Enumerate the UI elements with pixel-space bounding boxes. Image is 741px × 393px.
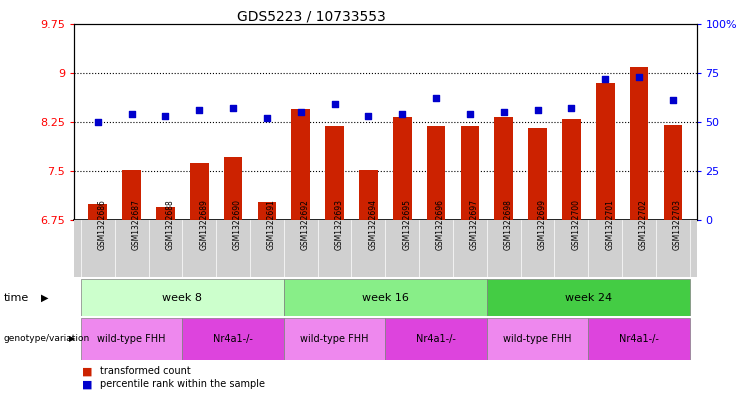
Point (599, 75, 611, 82)
Bar (88, 204, 107, 220)
Text: GSM1322686: GSM1322686 (98, 199, 107, 250)
Point (498, 109, 510, 115)
Bar (385, 318, 487, 360)
Point (126, 111, 138, 117)
Text: GSM1322702: GSM1322702 (639, 199, 648, 250)
Text: GSM1322695: GSM1322695 (402, 199, 411, 250)
Bar (258, 202, 276, 220)
Text: week 8: week 8 (162, 293, 202, 303)
Bar (528, 128, 547, 220)
Text: GSM1322689: GSM1322689 (199, 199, 208, 250)
Text: GSM1322696: GSM1322696 (436, 199, 445, 250)
Text: ▶: ▶ (41, 293, 48, 303)
Text: GSM1322688: GSM1322688 (165, 199, 174, 250)
Bar (284, 318, 385, 360)
Bar (630, 68, 648, 220)
Bar (487, 318, 588, 360)
Bar (393, 117, 411, 220)
Text: genotype/variation: genotype/variation (4, 334, 90, 343)
Bar (122, 170, 141, 220)
Text: percentile rank within the sample: percentile rank within the sample (100, 379, 265, 389)
Text: GSM1322694: GSM1322694 (368, 199, 377, 250)
Text: GSM1322692: GSM1322692 (301, 199, 310, 250)
Bar (487, 279, 690, 316)
Text: Nr4a1-/-: Nr4a1-/- (416, 334, 456, 344)
Text: GSM1322693: GSM1322693 (335, 199, 344, 250)
Text: Nr4a1-/-: Nr4a1-/- (213, 334, 253, 344)
Text: GSM1322703: GSM1322703 (673, 199, 682, 250)
Bar (325, 127, 344, 220)
Text: week 24: week 24 (565, 293, 612, 303)
Bar (81, 279, 284, 316)
Bar (359, 170, 378, 220)
Text: GSM1322699: GSM1322699 (537, 199, 547, 250)
Text: GSM1322687: GSM1322687 (132, 199, 141, 250)
Text: time: time (4, 293, 29, 303)
Point (565, 105, 577, 111)
Bar (224, 156, 242, 220)
Point (667, 97, 679, 103)
Text: ■: ■ (82, 379, 92, 389)
Text: ■: ■ (82, 366, 92, 376)
Point (531, 107, 543, 113)
Point (193, 107, 205, 113)
Point (633, 73, 645, 80)
Text: transformed count: transformed count (100, 366, 190, 376)
Text: GDS5223 / 10733553: GDS5223 / 10733553 (237, 10, 385, 24)
Text: week 16: week 16 (362, 293, 409, 303)
Point (329, 101, 341, 107)
Bar (588, 318, 690, 360)
Text: Nr4a1-/-: Nr4a1-/- (619, 334, 659, 344)
Point (295, 109, 307, 115)
Point (227, 105, 239, 111)
Point (464, 111, 476, 117)
Text: GSM1322700: GSM1322700 (571, 199, 580, 250)
Text: GSM1322701: GSM1322701 (605, 199, 614, 250)
Bar (284, 279, 487, 316)
Text: wild-type FHH: wild-type FHH (97, 334, 166, 344)
Bar (81, 318, 182, 360)
Point (362, 113, 374, 119)
Text: ▶: ▶ (69, 334, 76, 343)
Bar (562, 119, 581, 220)
Bar (663, 125, 682, 220)
Bar (156, 207, 175, 220)
Text: GSM1322697: GSM1322697 (470, 199, 479, 250)
Bar (596, 83, 614, 220)
Point (396, 111, 408, 117)
Text: GSM1322698: GSM1322698 (504, 199, 513, 250)
Point (261, 115, 273, 121)
Text: GSM1322691: GSM1322691 (267, 199, 276, 250)
Bar (427, 127, 445, 220)
Bar (190, 163, 208, 220)
Text: wild-type FHH: wild-type FHH (503, 334, 572, 344)
Point (92, 119, 104, 125)
Point (159, 113, 171, 119)
Text: GSM1322690: GSM1322690 (233, 199, 242, 250)
Bar (494, 117, 513, 220)
Text: wild-type FHH: wild-type FHH (300, 334, 369, 344)
Bar (182, 318, 284, 360)
Point (430, 95, 442, 101)
Bar (291, 109, 310, 220)
Bar (461, 127, 479, 220)
